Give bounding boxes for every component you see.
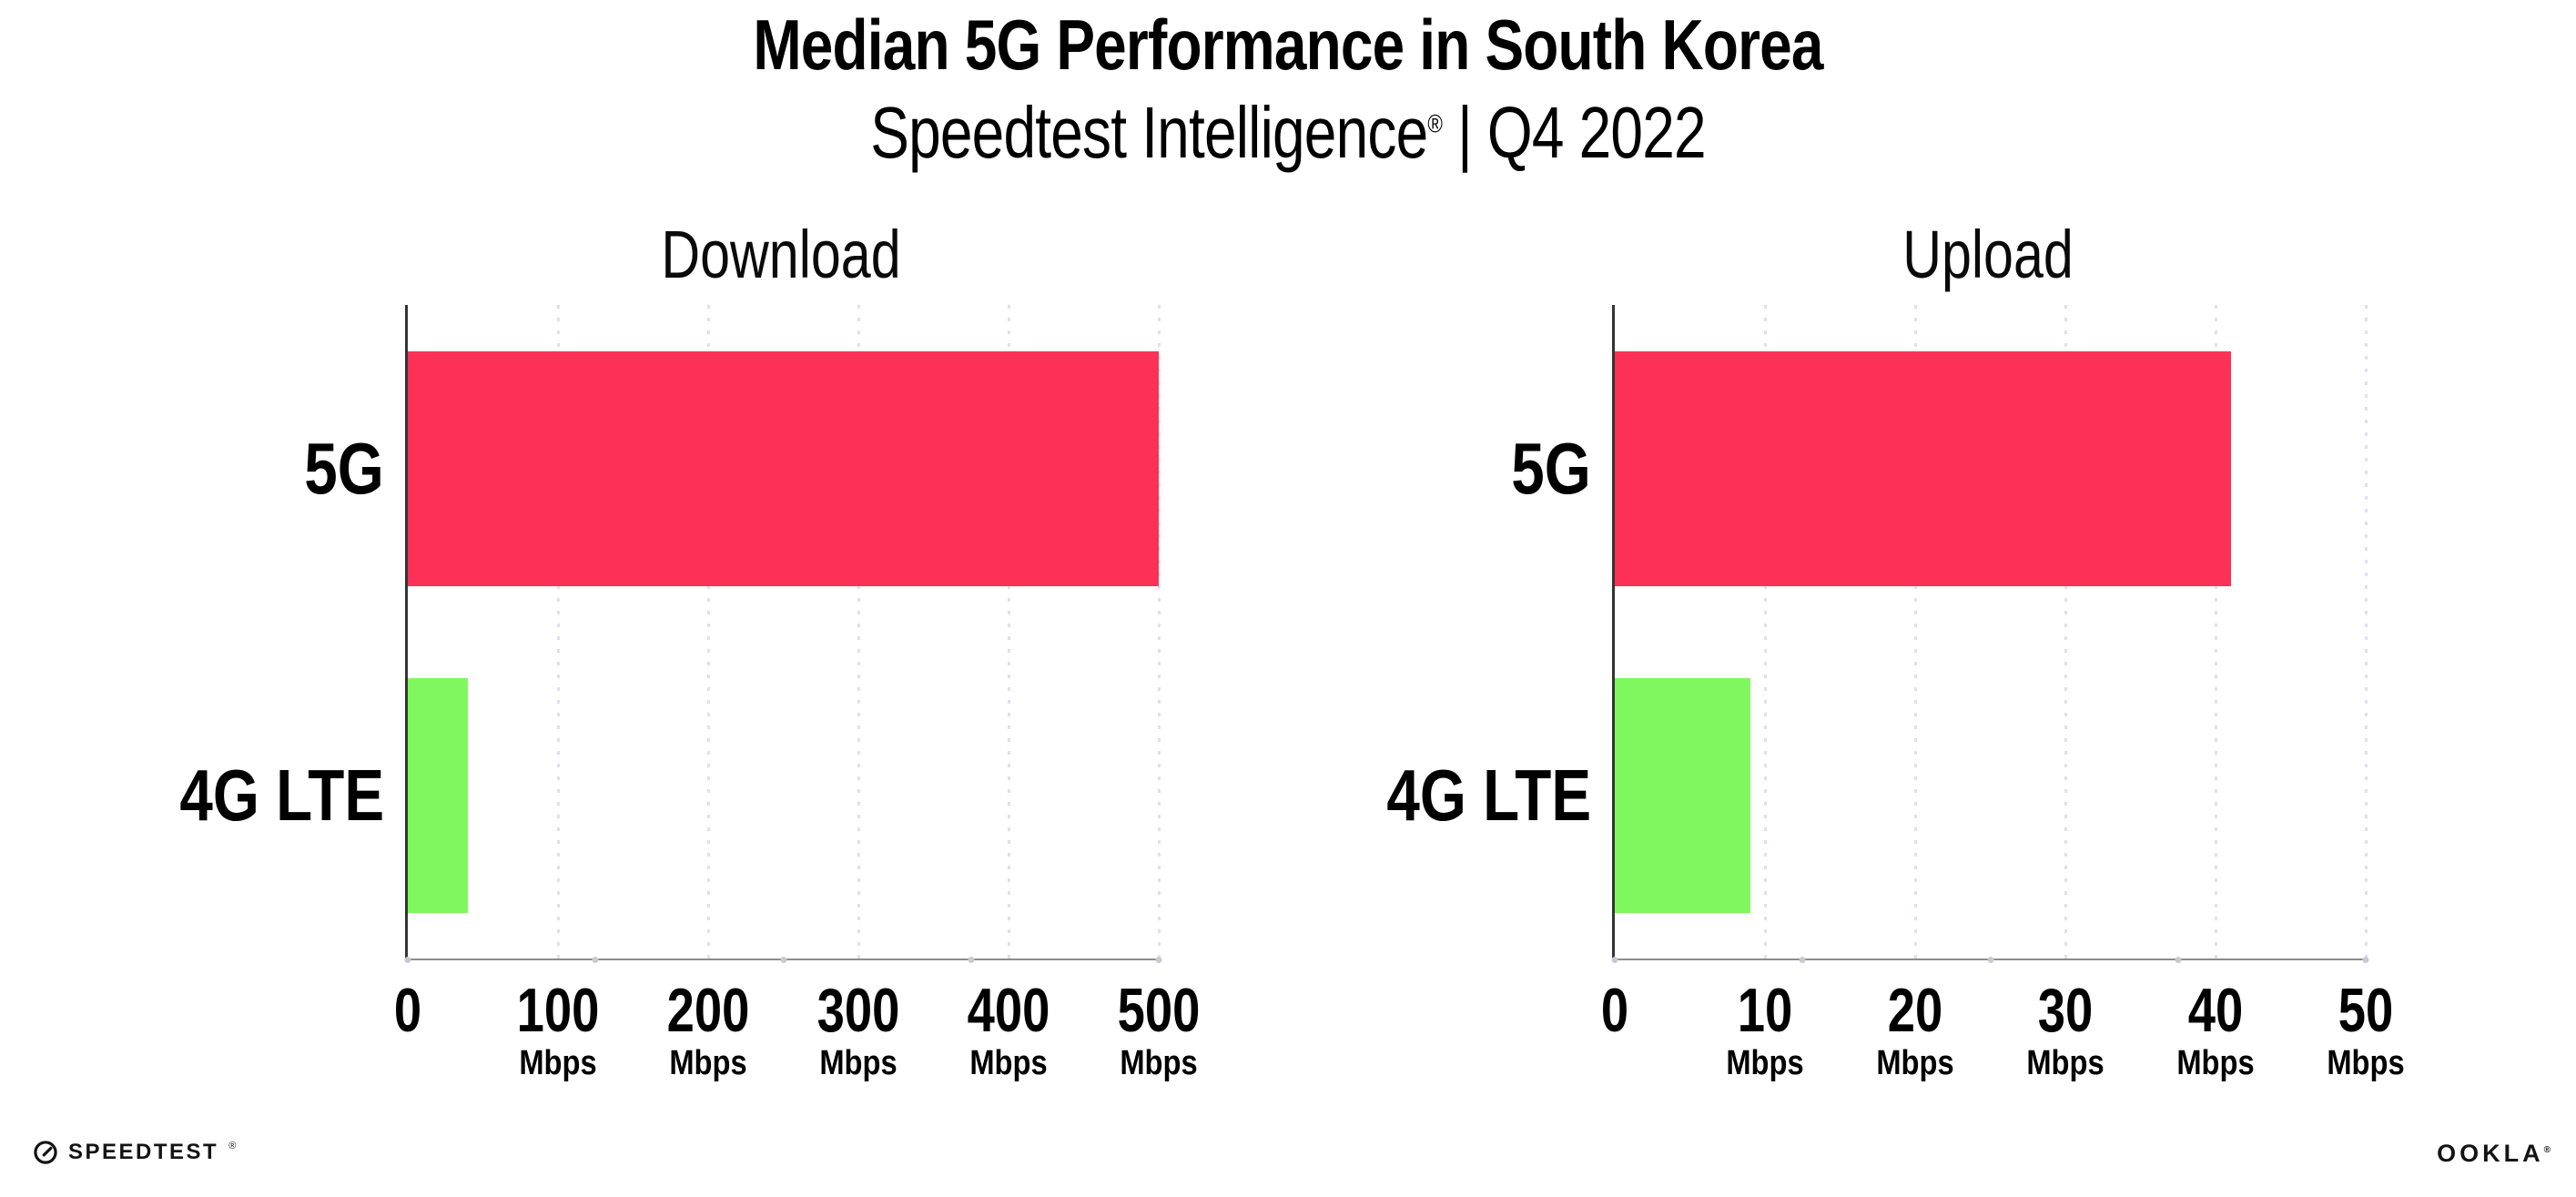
baseline-tick-dot: [1611, 957, 1618, 963]
x-tick-unit-10: Mbps: [1726, 1044, 1804, 1082]
baseline-tick-dot: [2362, 957, 2369, 963]
gridline-100: [556, 305, 560, 959]
ookla-registered-mark: ®: [2543, 1145, 2551, 1155]
gridline-20: [1913, 305, 1917, 959]
x-tick-unit-100: Mbps: [519, 1044, 597, 1082]
upload-chart: Upload 5G 4G LTE 0 10 Mbps 20 Mbps 30 Mbps 40 Mbps…: [1386, 221, 2405, 1081]
x-tick-unit-200: Mbps: [669, 1044, 747, 1082]
gridline-200: [706, 305, 710, 959]
gridline-500: [1157, 305, 1161, 959]
upload-chart-title: Upload: [1902, 217, 2074, 292]
gridline-300: [857, 305, 860, 959]
gridline-30: [2064, 305, 2067, 959]
baseline-tick-dot: [1155, 957, 1162, 963]
x-tick-unit-500: Mbps: [1120, 1044, 1198, 1082]
registered-trademark-mark: ®: [1427, 109, 1443, 138]
x-tick-label-20: 20: [1887, 976, 1943, 1045]
bar-5g: [408, 351, 1159, 586]
baseline-tick-dot: [1799, 957, 1806, 963]
x-tick-label-10: 10: [1737, 976, 1793, 1045]
x-tick-unit-30: Mbps: [2026, 1044, 2104, 1082]
x-tick-label-400: 400: [967, 976, 1050, 1045]
download-chart: Download 5G 4G LTE 0 100 Mbps 200 Mbps 300 Mbps 4…: [179, 221, 1200, 1081]
subtitle-brand: Speedtest Intelligence: [870, 92, 1428, 173]
baseline-tick-dot: [1987, 957, 1993, 963]
download-plot-area: 5G 4G LTE 0 100 Mbps 200 Mbps 300 Mbps 400 Mbps 500…: [179, 305, 1200, 1080]
x-tick-unit-20: Mbps: [1876, 1044, 1954, 1082]
x-tick-label-100: 100: [516, 976, 600, 1045]
x-tick-unit-400: Mbps: [969, 1044, 1048, 1082]
category-label-4g-lte: 4G LTE: [1386, 755, 1591, 836]
x-tick-unit-50: Mbps: [2327, 1044, 2405, 1082]
baseline-tick-dot: [2175, 957, 2182, 963]
ookla-logo: OOKLA®: [2437, 1141, 2551, 1166]
x-tick-unit-300: Mbps: [819, 1044, 898, 1082]
bar-4g-lte: [408, 678, 468, 913]
baseline-tick-dot: [404, 957, 411, 963]
gridline-40: [2214, 305, 2217, 959]
x-tick-label-200: 200: [666, 976, 750, 1045]
upload-plot-area: 5G 4G LTE 0 10 Mbps 20 Mbps 30 Mbps 40 Mbps 50 Mbps: [1386, 305, 2405, 1080]
figure-title: Median 5G Performance in South Korea: [753, 5, 1823, 85]
x-tick-label-30: 30: [2037, 976, 2094, 1045]
ookla-wordmark: OOKLA: [2437, 1140, 2544, 1167]
speedtest-wordmark: SPEEDTEST: [68, 1140, 219, 1164]
x-tick-label-50: 50: [2338, 976, 2394, 1045]
download-chart-title: Download: [660, 217, 901, 292]
baseline-tick-dot: [968, 957, 975, 963]
x-tick-label-40: 40: [2187, 976, 2244, 1045]
category-label-4g-lte: 4G LTE: [179, 755, 384, 836]
figure-subtitle: Speedtest Intelligence® | Q4 2022: [258, 96, 2318, 169]
gridline-400: [1007, 305, 1010, 959]
category-label-5g: 5G: [304, 428, 384, 509]
x-tick-label-300: 300: [816, 976, 900, 1045]
category-label-5g: 5G: [1511, 428, 1591, 509]
baseline-tick-dot: [780, 957, 786, 963]
x-tick-label-0: 0: [393, 976, 422, 1045]
baseline-tick-dot: [592, 957, 599, 963]
x-tick-label-500: 500: [1117, 976, 1201, 1045]
bar-4g-lte: [1615, 678, 1750, 913]
gridline-10: [1763, 305, 1767, 959]
gridline-50: [2364, 305, 2368, 959]
speedtest-gauge-icon: [34, 1141, 57, 1164]
x-tick-label-0: 0: [1600, 976, 1629, 1045]
bar-5g: [1615, 351, 2231, 586]
subtitle-period: | Q4 2022: [1442, 92, 1707, 173]
speedtest-logo: SPEEDTEST ®: [33, 1140, 236, 1165]
speedtest-registered-mark: ®: [228, 1141, 237, 1151]
x-tick-unit-40: Mbps: [2176, 1044, 2255, 1082]
